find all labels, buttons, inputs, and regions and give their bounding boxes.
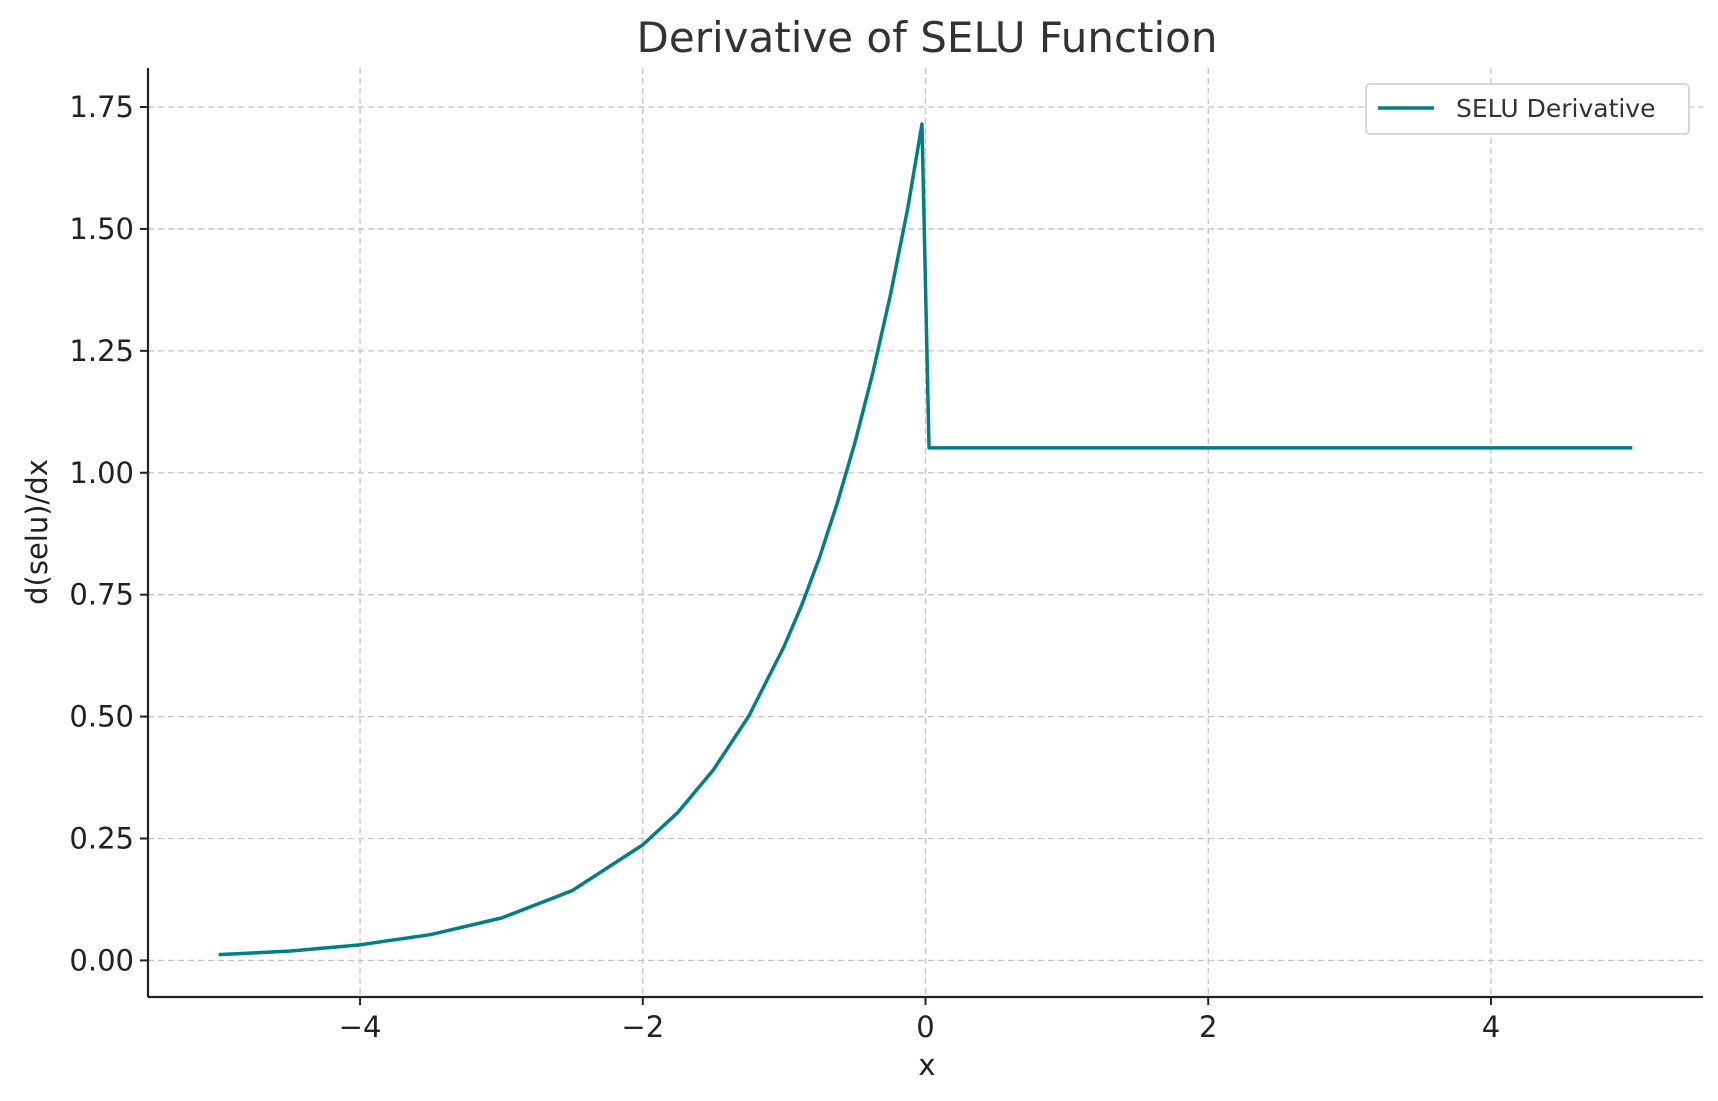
y-tick-label: 0.75 [69, 578, 134, 612]
y-tick-label: 1.00 [69, 456, 134, 490]
legend-box [1365, 83, 1690, 135]
y-tick-label: 1.75 [69, 90, 134, 124]
legend: SELU Derivative [1365, 83, 1690, 135]
x-ticks: −4 −2 0 2 4 [339, 997, 1500, 1044]
x-tick-label: 2 [1199, 1010, 1217, 1044]
series-line-selu-derivative [218, 122, 1633, 957]
x-tick-label: −4 [339, 1010, 382, 1044]
x-tick-label: 0 [916, 1010, 934, 1044]
y-tick-label: 0.25 [69, 822, 134, 856]
y-tick-label: 0.50 [69, 700, 134, 734]
legend-label: SELU Derivative [1456, 94, 1656, 123]
y-tick-label: 1.50 [69, 212, 134, 246]
x-tick-label: 4 [1482, 1010, 1500, 1044]
x-tick-label: −2 [621, 1010, 664, 1044]
y-tick-label: 0.00 [69, 943, 134, 977]
chart-title: Derivative of SELU Function [637, 13, 1218, 62]
y-ticks: 0.00 0.25 0.50 0.75 1.00 1.25 1.50 1.75 [69, 90, 148, 977]
y-axis-label: d(selu)/dx [20, 459, 54, 605]
y-tick-label: 1.25 [69, 334, 134, 368]
x-axis-label: x [918, 1048, 935, 1082]
series-layer [218, 122, 1633, 957]
